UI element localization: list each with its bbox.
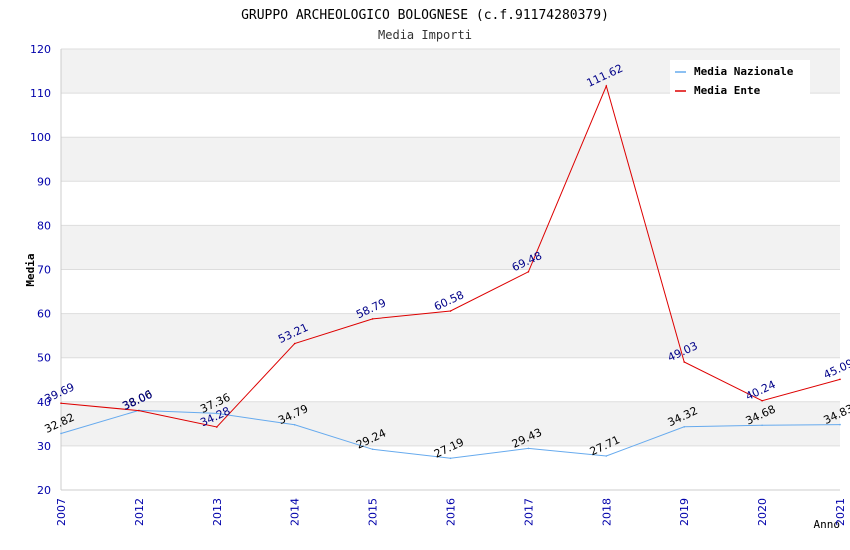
grid-band [61,137,840,182]
data-point-ente [138,409,140,412]
data-point-nazionale [839,423,841,426]
x-axis-label: Anno [814,518,841,531]
data-point-nazionale [371,448,374,451]
data-point-nazionale [527,447,530,450]
data-point-nazionale [683,426,685,428]
x-tick-label: 2021 [834,498,847,526]
data-point-ente [371,318,374,320]
y-tick-label: 100 [30,131,51,144]
x-tick-label: 2017 [522,498,535,526]
data-point-ente [605,85,608,87]
data-point-nazionale [293,423,296,426]
data-point-nazionale [761,424,763,427]
x-tick-label: 2018 [600,498,613,526]
y-axis-ticks: 20 30 40 50 60 70 80 90 100 110 120 [30,43,51,497]
y-tick-label: 80 [37,219,51,232]
data-point-ente [839,378,841,381]
data-label-ente: 45.09 [821,357,850,382]
data-point-ente [449,310,452,312]
data-point-ente [761,399,763,402]
data-point-ente [683,361,685,363]
x-tick-label: 2014 [289,498,302,526]
series-lines [60,84,841,460]
y-axis-label: Media [24,253,37,286]
data-point-nazionale [449,457,452,460]
data-point-ente [60,402,62,404]
data-point-ente [293,342,296,345]
x-axis-ticks: 2007 2012 2013 2014 2015 2016 2017 2018 2019 2020… [55,498,847,526]
y-tick-label: 120 [30,43,51,56]
chart-title: GRUPPO ARCHEOLOGICO BOLOGNESE (c.f.91174… [241,8,609,23]
x-tick-label: 2020 [756,498,769,526]
y-tick-label: 70 [37,264,51,277]
x-tick-label: 2012 [133,498,146,526]
y-tick-label: 40 [37,396,51,409]
data-point-nazionale [605,455,608,457]
data-label-ente: 40.24 [744,378,778,403]
y-tick-label: 90 [37,175,51,188]
data-point-ente [527,270,530,273]
legend: Media Nazionale Media Ente [670,60,810,97]
y-tick-label: 30 [37,440,51,453]
data-point-nazionale [216,412,218,415]
grid-band [61,225,840,270]
legend-label-ente: Media Ente [694,84,761,97]
x-tick-label: 2007 [55,498,68,526]
legend-box [670,60,810,96]
data-label-ente: 60.58 [432,288,466,313]
x-tick-label: 2019 [678,498,691,526]
data-point-nazionale [60,432,62,435]
y-tick-label: 50 [37,352,51,365]
legend-label-nazionale: Media Nazionale [694,65,794,78]
x-tick-label: 2016 [445,498,458,526]
y-tick-label: 60 [37,308,51,321]
y-tick-label: 110 [30,87,51,100]
background-bands [61,49,840,446]
x-tick-label: 2013 [211,498,224,526]
x-tick-label: 2015 [367,498,380,526]
y-tick-label: 20 [37,484,51,497]
chart-subtitle: Media Importi [378,28,472,42]
gridlines [60,48,840,491]
data-point-ente [216,426,218,428]
grid-band [61,313,840,358]
grid-band [61,401,840,446]
